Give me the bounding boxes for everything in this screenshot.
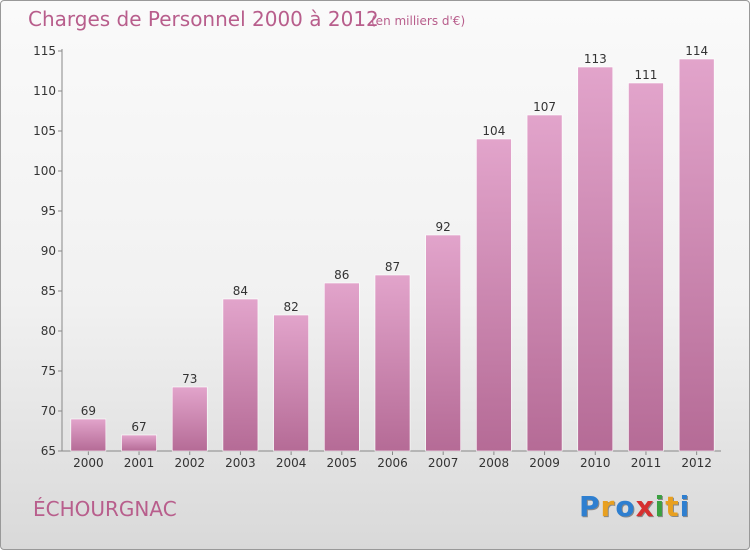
- x-tick-label: 2001: [124, 456, 155, 470]
- x-tick-label: 2007: [428, 456, 459, 470]
- bar: [70, 418, 107, 452]
- x-tick-label: 2000: [73, 456, 104, 470]
- y-tick-label: 95: [41, 204, 56, 218]
- bar-value-label: 82: [283, 300, 298, 314]
- proxiti-logo: Proxiti: [579, 490, 690, 523]
- x-tick-label: 2012: [681, 456, 712, 470]
- bar: [577, 66, 614, 452]
- y-tick-label: 90: [41, 244, 56, 258]
- bar-value-label: 84: [233, 284, 248, 298]
- bar: [324, 282, 360, 452]
- x-tick-label: 2005: [327, 456, 358, 470]
- bar-value-label: 92: [436, 220, 451, 234]
- bar-value-label: 107: [533, 100, 556, 114]
- x-tick-label: 2003: [225, 456, 256, 470]
- logo-letter: P: [579, 490, 601, 523]
- chart-title: Charges de Personnel 2000 à 2012: [28, 7, 379, 31]
- logo-letter: i: [679, 490, 691, 523]
- logo-letter: o: [615, 490, 636, 523]
- y-tick-label: 70: [41, 404, 56, 418]
- logo-letter: r: [600, 490, 616, 523]
- bar-value-label: 67: [131, 420, 146, 434]
- bar: [374, 274, 411, 452]
- x-tick-label: 2002: [174, 456, 205, 470]
- bar: [628, 82, 664, 452]
- bar: [425, 234, 461, 452]
- bar: [476, 138, 512, 452]
- bar: [171, 386, 208, 452]
- bar-value-label: 114: [685, 44, 708, 58]
- y-tick-label: 105: [33, 124, 56, 138]
- chart-subtitle: (en milliers d'€): [371, 14, 466, 28]
- bar-value-label: 87: [385, 260, 400, 274]
- y-tick-label: 110: [33, 84, 56, 98]
- x-tick-label: 2004: [276, 456, 307, 470]
- bar: [526, 114, 563, 452]
- bar: [121, 434, 157, 452]
- bar-value-label: 104: [482, 124, 505, 138]
- x-tick-label: 2009: [529, 456, 560, 470]
- y-tick-label: 65: [41, 444, 56, 458]
- y-tick-label: 75: [41, 364, 56, 378]
- x-tick-label: 2011: [631, 456, 662, 470]
- bar-value-label: 73: [182, 372, 197, 386]
- y-tick-label: 100: [33, 164, 56, 178]
- x-tick-label: 2006: [377, 456, 408, 470]
- bar: [273, 314, 309, 452]
- bar-value-label: 113: [584, 52, 607, 66]
- bar-value-label: 111: [635, 68, 658, 82]
- y-tick-label: 85: [41, 284, 56, 298]
- logo-letter: t: [665, 490, 680, 523]
- y-tick-label: 80: [41, 324, 56, 338]
- x-tick-label: 2008: [479, 456, 510, 470]
- y-tick-label: 115: [33, 44, 56, 58]
- place-name: ÉCHOURGNAC: [33, 497, 177, 521]
- logo-letter: x: [635, 490, 655, 523]
- bar-value-label: 86: [334, 268, 349, 282]
- logo-letter: i: [654, 490, 666, 523]
- bar-value-label: 69: [81, 404, 96, 418]
- bar: [678, 58, 715, 452]
- x-tick-label: 2010: [580, 456, 611, 470]
- bar: [222, 298, 259, 452]
